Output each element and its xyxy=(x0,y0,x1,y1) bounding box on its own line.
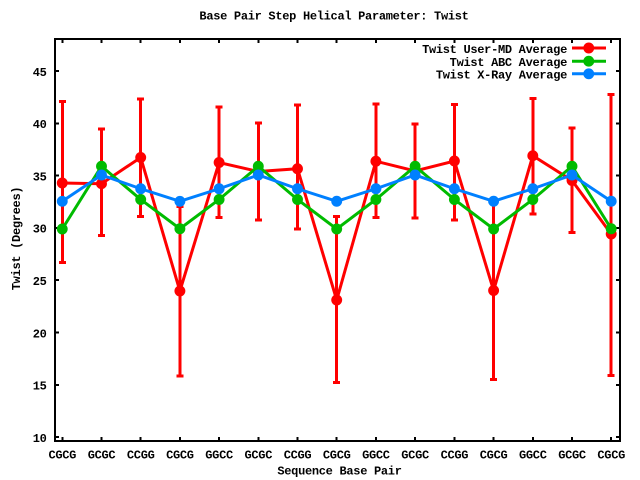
svg-text:20: 20 xyxy=(33,327,47,341)
svg-text:CGCG: CGCG xyxy=(48,448,76,462)
svg-text:GGCC: GGCC xyxy=(519,448,547,462)
svg-text:CGCG: CGCG xyxy=(323,448,351,462)
svg-text:25: 25 xyxy=(33,275,47,289)
svg-text:GGCC: GGCC xyxy=(205,448,233,462)
svg-text:Twist (Degrees): Twist (Degrees) xyxy=(10,187,24,291)
svg-text:30: 30 xyxy=(33,223,47,237)
svg-text:Sequence Base Pair: Sequence Base Pair xyxy=(277,464,401,478)
svg-text:45: 45 xyxy=(33,66,47,80)
svg-text:35: 35 xyxy=(33,170,47,184)
svg-text:CCGG: CCGG xyxy=(127,448,155,462)
svg-text:CCGG: CCGG xyxy=(284,448,312,462)
svg-text:CGCG: CGCG xyxy=(480,448,508,462)
svg-text:40: 40 xyxy=(33,118,47,132)
svg-text:GCGC: GCGC xyxy=(558,448,586,462)
svg-text:Twist ABC Average: Twist ABC Average xyxy=(450,56,567,70)
svg-text:CGCG: CGCG xyxy=(597,448,625,462)
svg-text:Base Pair Step Helical Paramet: Base Pair Step Helical Parameter: Twist xyxy=(199,10,468,24)
svg-text:GCGC: GCGC xyxy=(244,448,272,462)
svg-text:15: 15 xyxy=(33,380,47,394)
svg-text:CGCG: CGCG xyxy=(166,448,194,462)
svg-text:Twist X-Ray Average: Twist X-Ray Average xyxy=(436,69,567,83)
svg-text:GCGC: GCGC xyxy=(88,448,116,462)
svg-text:Twist User-MD Average: Twist User-MD Average xyxy=(422,43,567,57)
svg-text:GGCC: GGCC xyxy=(362,448,390,462)
svg-text:10: 10 xyxy=(33,432,47,446)
svg-text:CCGG: CCGG xyxy=(441,448,469,462)
svg-text:GCGC: GCGC xyxy=(401,448,429,462)
